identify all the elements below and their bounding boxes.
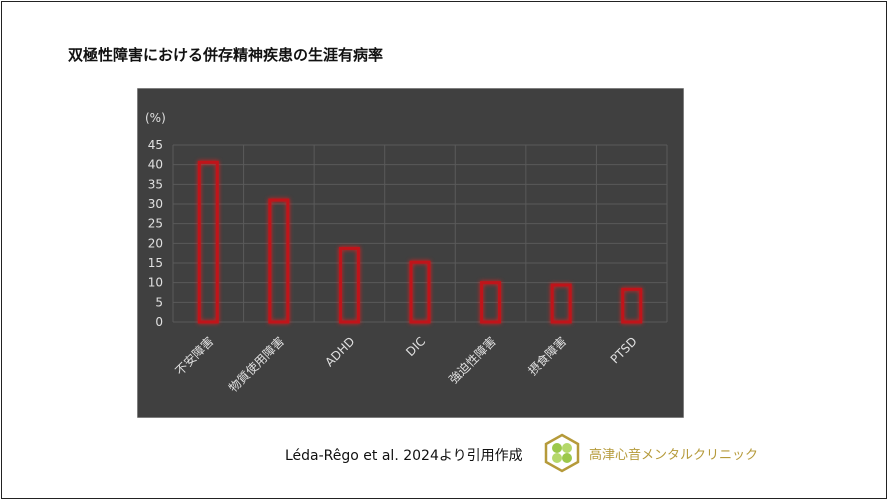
y-tick-label: 45 [148, 138, 163, 152]
bar [268, 198, 290, 324]
bar [621, 287, 643, 324]
bar [480, 281, 502, 324]
y-tick-label: 0 [155, 315, 163, 329]
bar [550, 283, 572, 324]
clinic-name: 高津心音メンタルクリニック [589, 448, 759, 463]
bar [409, 260, 431, 324]
y-tick-label: 30 [148, 197, 163, 211]
bar [338, 246, 360, 324]
bar [197, 160, 219, 324]
citation: Léda-Rêgo et al. 2024より引用作成 [285, 448, 523, 464]
y-tick-label: 15 [148, 256, 163, 270]
page-title: 双極性障害における併存精神疾患の生涯有病率 [68, 46, 384, 64]
y-tick-label: 40 [148, 158, 163, 172]
chart-background [137, 88, 684, 418]
y-tick-label: 25 [148, 217, 163, 231]
clinic-logo-icon [544, 433, 580, 473]
y-tick-label: 10 [148, 276, 163, 290]
y-tick-label: 5 [155, 295, 163, 309]
y-tick-label: 20 [148, 236, 163, 250]
y-axis-label: (%) [145, 111, 166, 125]
y-tick-label: 35 [148, 177, 163, 191]
